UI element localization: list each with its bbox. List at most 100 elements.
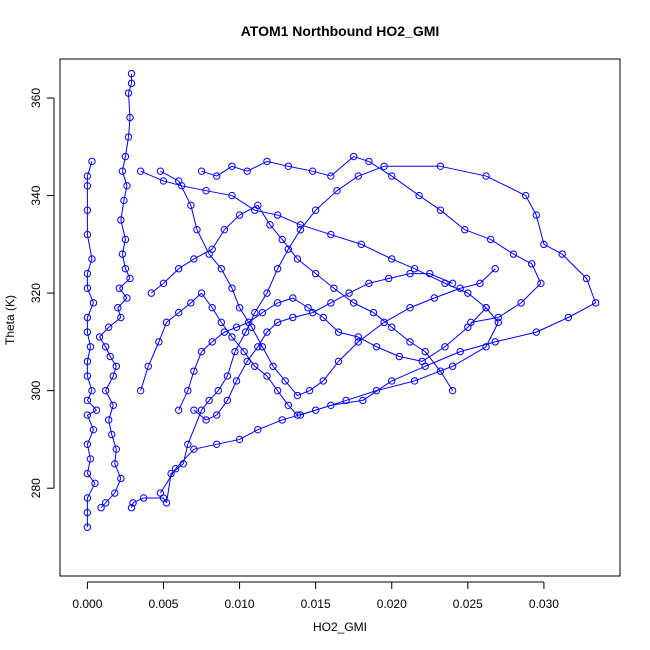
- data-point: [494, 318, 502, 327]
- data-point: [187, 201, 195, 210]
- data-point: [461, 226, 469, 234]
- data-point: [591, 299, 600, 307]
- series-line-segment: [86, 414, 94, 430]
- series-line-segment: [277, 214, 301, 226]
- series-line-segment: [140, 170, 164, 182]
- data-point: [83, 269, 92, 278]
- series-line-segment: [108, 405, 114, 421]
- series-line-segment: [86, 429, 94, 445]
- series-line-segment: [86, 390, 93, 401]
- data-point: [208, 338, 216, 346]
- data-point: [273, 265, 282, 273]
- data-point: [121, 265, 130, 273]
- series-line-segment: [87, 400, 97, 411]
- data-point: [263, 328, 271, 336]
- data-point: [278, 416, 286, 424]
- series-line-segment: [281, 239, 298, 260]
- data-point: [205, 396, 213, 405]
- data-point: [83, 508, 92, 517]
- data-point: [123, 182, 131, 190]
- data-point: [220, 328, 229, 336]
- data-point: [197, 167, 206, 175]
- data-point: [235, 304, 244, 312]
- data-point: [144, 362, 152, 370]
- series-line-segment: [86, 288, 94, 304]
- series-line-segment: [391, 258, 415, 270]
- series-line-segment: [86, 161, 93, 177]
- data-point: [112, 445, 121, 453]
- data-point: [448, 279, 457, 288]
- series-line-segment: [257, 205, 271, 226]
- series-line-segment: [568, 302, 596, 318]
- data-point: [232, 323, 241, 331]
- data-point: [223, 372, 232, 380]
- data-point: [118, 250, 127, 258]
- series-line-segment: [248, 312, 263, 323]
- data-point: [127, 504, 136, 512]
- data-point: [190, 445, 198, 453]
- data-point: [354, 333, 362, 341]
- plot-frame: [59, 58, 621, 577]
- data-point: [410, 265, 419, 273]
- series-line-segment: [117, 297, 128, 309]
- series-line-segment: [220, 268, 233, 289]
- data-point: [117, 474, 125, 483]
- series-line-segment: [361, 243, 392, 260]
- x-tick-label: 0.020: [377, 597, 407, 611]
- data-point: [251, 362, 259, 370]
- data-point: [415, 191, 423, 200]
- data-point: [197, 347, 206, 356]
- data-point: [372, 386, 381, 395]
- data-point: [486, 235, 495, 244]
- data-point: [228, 333, 236, 341]
- series-line-segment: [216, 438, 240, 445]
- data-point: [254, 343, 262, 351]
- data-point: [83, 411, 92, 419]
- data-point: [349, 152, 358, 161]
- series-line-segment: [121, 156, 126, 172]
- data-point: [327, 401, 335, 409]
- series-line-segment: [440, 165, 487, 177]
- data-point: [558, 250, 566, 258]
- data-point: [228, 284, 236, 292]
- data-point: [92, 406, 101, 414]
- data-point: [95, 333, 104, 341]
- x-tick-label: 0.025: [453, 597, 483, 611]
- series-line-segment: [345, 390, 377, 401]
- data-point: [83, 440, 92, 449]
- data-point: [184, 386, 192, 395]
- series-line-segment: [425, 351, 461, 367]
- data-point: [202, 186, 210, 195]
- y-tick-label: 300: [29, 380, 43, 400]
- data-point: [83, 357, 92, 366]
- series-line-segment: [114, 463, 122, 479]
- series-line-segment: [467, 292, 487, 309]
- data-point: [190, 255, 198, 263]
- data-point: [448, 386, 457, 395]
- data-point: [86, 343, 95, 351]
- data-point: [124, 133, 133, 141]
- series-line-segment: [117, 307, 122, 318]
- series-line-segment: [124, 268, 131, 279]
- data-point: [327, 172, 335, 180]
- data-point: [293, 391, 302, 400]
- data-point: [83, 328, 92, 336]
- series-line-segment: [535, 214, 545, 245]
- series-line-segment: [205, 190, 233, 197]
- data-point: [296, 221, 305, 229]
- series-line-segment: [86, 483, 96, 499]
- series-line-segment: [121, 171, 128, 186]
- series-line-segment: [300, 224, 332, 236]
- series-line-segment: [376, 380, 415, 392]
- series-line-segment: [108, 317, 122, 328]
- series-line-segment: [226, 351, 236, 377]
- series-line-segment: [391, 365, 426, 382]
- data-point: [121, 152, 130, 161]
- data-point: [243, 357, 251, 366]
- data-point: [482, 343, 490, 351]
- data-point: [426, 269, 434, 278]
- data-point: [235, 435, 244, 444]
- series-line-segment: [105, 375, 114, 391]
- series-line-segment: [178, 302, 192, 314]
- data-point: [532, 211, 541, 219]
